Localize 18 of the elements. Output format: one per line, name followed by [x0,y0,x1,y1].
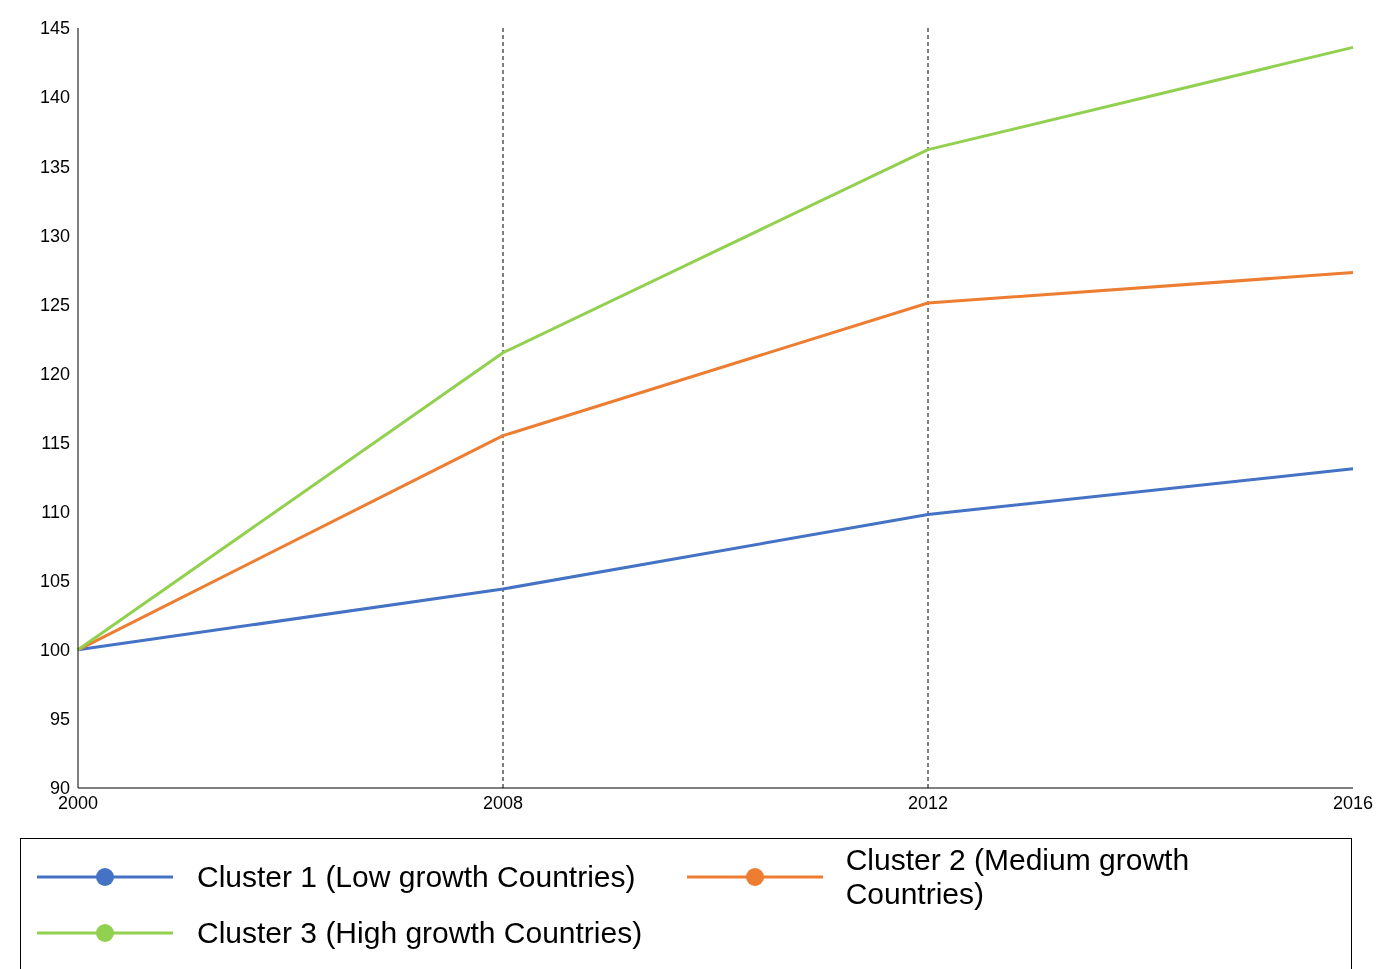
y-tick-label: 140 [39,87,70,108]
line-series [76,45,1355,652]
y-tick-label: 110 [41,502,70,523]
y-tick-label: 95 [49,709,70,730]
x-tick-label: 2016 [1332,792,1374,813]
legend-label: Cluster 2 (Medium growth Countries) [845,843,1191,911]
y-tick-label: 115 [41,432,70,453]
y-tick-label: 130 [39,225,70,246]
y-tick-label: 105 [39,571,70,592]
y-tick-label: 120 [39,363,70,384]
legend-label: Cluster 1 (Low growth Countries) [197,860,636,894]
x-tick-label: 2008 [482,792,524,813]
y-tick-label: 135 [39,156,70,177]
y-tick-label: 100 [39,640,70,661]
x-tick-label: 2012 [907,792,949,813]
legend-label: Cluster 3 (High growth Countries) [197,916,643,950]
y-tick-label: 125 [39,294,70,315]
y-tick-label: 145 [39,18,70,39]
